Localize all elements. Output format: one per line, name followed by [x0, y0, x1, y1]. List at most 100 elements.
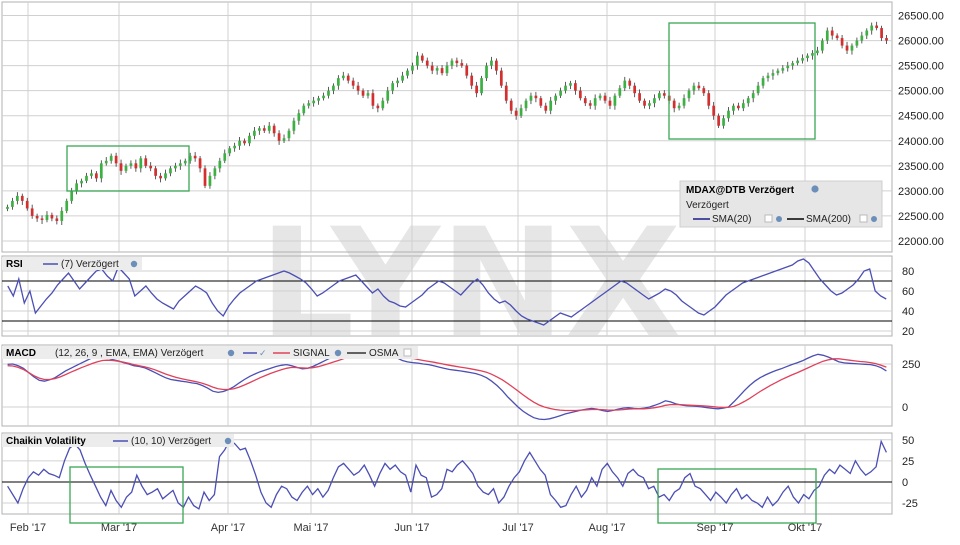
candle-up	[327, 90, 330, 96]
legend-sma200-checkbox[interactable]	[859, 214, 868, 223]
candle-down	[588, 103, 592, 106]
candle-down	[539, 98, 543, 106]
candle-up	[564, 85, 567, 91]
candle-down	[114, 155, 118, 164]
candle-up	[682, 98, 686, 106]
legend-sma20-settings-icon[interactable]	[776, 216, 782, 222]
x-tick-label: Aug '17	[589, 522, 626, 534]
candle-up	[559, 90, 562, 96]
candle-up	[751, 93, 755, 99]
price-legend: MDAX@DTB Verzögert Verzögert SMA(20) SMA…	[679, 180, 883, 228]
candle-up	[741, 103, 745, 109]
macd-signal-settings-icon[interactable]	[334, 349, 342, 357]
candle-up	[45, 214, 49, 220]
candle-up	[806, 55, 809, 59]
rsi-y-tick-label: 60	[902, 286, 914, 298]
candle-up	[386, 90, 390, 101]
x-tick-label: Mai '17	[293, 522, 328, 534]
candle-up	[391, 83, 395, 91]
price-y-tick-label: 23500.00	[898, 161, 944, 173]
candle-up	[490, 60, 493, 66]
candle-down	[440, 68, 444, 74]
candle-up	[519, 108, 523, 116]
candle-up	[80, 180, 83, 184]
candle-down	[603, 95, 607, 101]
rsi-y-tick-label: 40	[902, 306, 914, 318]
candle-down	[20, 195, 24, 201]
candle-up	[322, 95, 325, 99]
x-tick-label: Sep '17	[697, 522, 734, 534]
candle-up	[213, 168, 217, 176]
candle-down	[430, 65, 434, 71]
candle-up	[746, 98, 750, 104]
rsi-params: (7) Verzögert	[61, 259, 119, 270]
candle-up	[60, 210, 64, 221]
candle-up	[850, 45, 854, 51]
candle-down	[643, 100, 646, 106]
chaikin-chart	[2, 438, 892, 510]
candle-down	[880, 28, 883, 39]
macd-series-line-0	[7, 347, 887, 421]
candle-up	[6, 206, 9, 209]
candle-down	[633, 85, 637, 94]
candle-up	[11, 200, 14, 207]
macd-osma-checkbox[interactable]	[403, 348, 412, 357]
candle-up	[816, 50, 819, 54]
candle-down	[638, 93, 641, 101]
candle-up	[801, 58, 804, 61]
candle-down	[35, 215, 39, 219]
legend-sma20-checkbox[interactable]	[764, 214, 773, 223]
candle-up	[445, 65, 449, 74]
candle-down	[460, 63, 464, 66]
candle-up	[618, 88, 622, 96]
candle-up	[593, 98, 597, 106]
candle-down	[277, 133, 281, 141]
legend-sma200-settings-icon[interactable]	[871, 216, 877, 222]
price-y-tick-label: 26500.00	[898, 11, 944, 23]
legend-title-settings-icon[interactable]	[811, 185, 819, 193]
candle-down	[25, 200, 29, 209]
candle-up	[776, 70, 780, 74]
candle-up	[613, 95, 617, 106]
rsi-chart	[2, 258, 892, 326]
macd-legend: MACD (12, 26, 9 , EMA, EMA) Verzögert ✓ …	[2, 346, 418, 359]
candle-down	[499, 70, 503, 86]
candle-down	[356, 85, 360, 91]
highlight-box	[69, 466, 184, 524]
candle-up	[267, 125, 271, 131]
candle-down	[346, 75, 350, 81]
candle-down	[509, 100, 513, 111]
price-y-tick-label: 22500.00	[898, 211, 944, 223]
chaikin-settings-icon[interactable]	[224, 437, 232, 445]
candle-up	[248, 135, 251, 144]
rsi-settings-icon[interactable]	[130, 260, 138, 268]
candle-down	[885, 38, 888, 41]
candle-up	[692, 85, 696, 91]
candle-down	[697, 85, 701, 89]
rsi-title: RSI	[6, 259, 23, 270]
candle-up	[65, 200, 69, 211]
candle-up	[811, 53, 814, 56]
candle-up	[164, 173, 167, 179]
chaikin-y-tick-label: -25	[902, 498, 918, 510]
candle-down	[495, 60, 498, 71]
candle-up	[529, 95, 533, 101]
candle-down	[455, 60, 459, 64]
candle-down	[574, 83, 577, 91]
candle-down	[371, 93, 375, 106]
candle-up	[302, 105, 306, 114]
candle-up	[416, 55, 419, 66]
candle-down	[159, 175, 162, 179]
chaikin-series-line-0	[7, 438, 887, 510]
candle-down	[376, 105, 380, 109]
candle-up	[257, 128, 261, 131]
legend-title: MDAX@DTB Verzögert	[686, 185, 795, 196]
x-tick-label: Jun '17	[394, 522, 429, 534]
candle-down	[193, 155, 197, 159]
candle-up	[178, 163, 182, 166]
rsi-y-tick-label: 80	[902, 266, 914, 278]
chaikin-legend: Chaikin Volatility (10, 10) Verzögert	[2, 434, 234, 447]
candle-down	[845, 45, 849, 51]
macd-settings-icon[interactable]	[227, 349, 235, 357]
x-tick-label: Okt '17	[788, 522, 823, 534]
